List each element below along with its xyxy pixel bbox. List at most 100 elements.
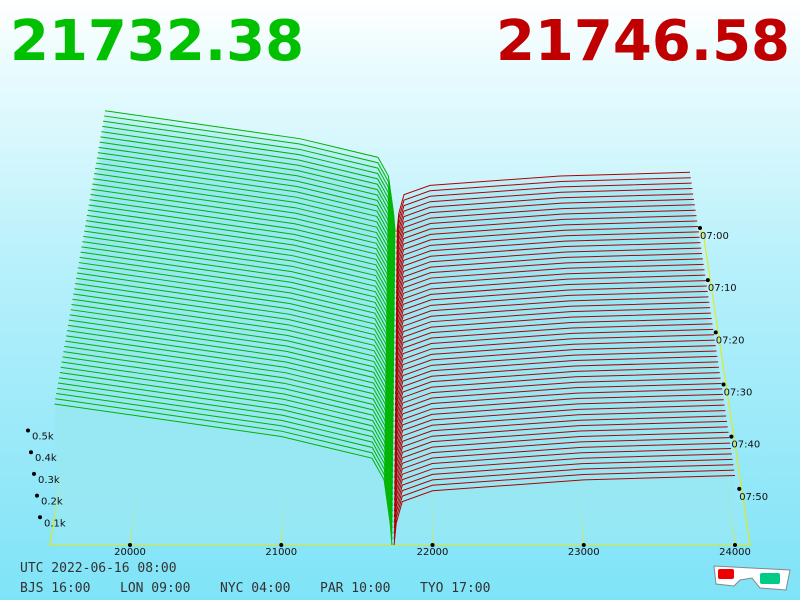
depth-tick-label: 0.2k — [41, 497, 63, 508]
depth-fill — [92, 184, 395, 311]
depth-line — [94, 167, 396, 294]
depth-line — [57, 387, 393, 529]
depth-line — [61, 361, 393, 501]
depth-fill — [396, 242, 701, 305]
depth-line — [396, 171, 691, 233]
depth-line — [396, 193, 694, 255]
depth-fill — [394, 475, 735, 545]
depth-line — [93, 178, 395, 305]
time-dot — [721, 382, 726, 387]
depth-line — [75, 283, 394, 417]
depth-fill — [100, 136, 395, 260]
depth-fill — [60, 367, 393, 506]
depth-fill — [396, 231, 699, 294]
depth-fill — [57, 383, 393, 523]
depth-line — [393, 453, 732, 523]
depth-line — [90, 193, 395, 322]
tick-dot — [581, 543, 586, 547]
depth-line — [77, 267, 394, 400]
depth-line — [393, 447, 731, 518]
depth-fill — [72, 299, 394, 434]
plot: 20000 21000 22000 23000 24000 0.1k 0.2k 0.3k 0.4… — [26, 110, 768, 558]
depth-line — [98, 146, 396, 272]
depth-line — [394, 366, 719, 434]
depth-fill — [396, 248, 702, 311]
depth-fill — [56, 393, 393, 534]
depth-line — [99, 141, 396, 266]
depth-line — [82, 241, 395, 372]
depth-line — [395, 274, 706, 339]
depth-line — [394, 339, 715, 406]
depth-fill — [103, 121, 396, 244]
depth-line — [101, 131, 396, 255]
time-dot — [729, 434, 734, 439]
grid-line — [559, 231, 585, 546]
depth-line — [396, 188, 693, 249]
depth-tick-dot — [35, 493, 39, 498]
depth-fill — [98, 147, 395, 272]
depth-fill — [99, 142, 395, 266]
depth-line — [395, 231, 699, 294]
depth-line — [86, 214, 395, 344]
time-label: 07:40 — [731, 440, 760, 451]
depth-fill — [88, 204, 395, 333]
depth-line — [103, 120, 396, 244]
depth-line — [102, 125, 396, 249]
x-tick-label: 23000 — [568, 547, 600, 558]
depth-fill — [69, 314, 393, 450]
depth-line — [58, 377, 393, 518]
depth-line — [394, 399, 724, 467]
tick-dot — [430, 543, 435, 547]
depth-line — [394, 426, 728, 495]
depth-fill — [396, 237, 700, 300]
depth-line — [64, 345, 394, 484]
depth-line — [394, 372, 720, 439]
depth-fill — [58, 377, 393, 518]
depth-fill — [64, 346, 393, 484]
depth-line — [79, 256, 395, 389]
depth-line — [92, 183, 395, 311]
depth-line — [74, 288, 394, 423]
depth-fill — [90, 194, 395, 322]
depth-line — [394, 410, 726, 478]
depth-tick-dot — [32, 471, 36, 476]
depth-fill — [102, 126, 395, 249]
depth-line — [395, 301, 710, 367]
depth-fill — [62, 356, 393, 495]
x-tick-label: 21000 — [265, 547, 297, 558]
depth-fill — [59, 372, 393, 512]
depth-fill — [55, 398, 393, 540]
depth-line — [100, 136, 396, 260]
depth-line — [62, 356, 393, 495]
x-tick-label: 20000 — [114, 547, 146, 558]
depth-line — [83, 235, 395, 367]
time-dot — [737, 486, 742, 491]
depth-line — [395, 269, 705, 333]
depth-line — [393, 437, 730, 506]
depth-line — [394, 393, 723, 462]
depth-line — [394, 350, 717, 417]
depth-line — [66, 330, 394, 467]
depth-fill — [54, 403, 392, 545]
depth-line — [89, 199, 395, 328]
depth-line — [395, 258, 703, 322]
depth-line — [95, 162, 396, 288]
x-tick-label: 22000 — [417, 547, 449, 558]
depth-line — [59, 372, 393, 512]
depth-line — [394, 377, 721, 445]
x-tick-label: 24000 — [719, 547, 751, 558]
depth-line — [394, 361, 719, 428]
depth-line — [393, 464, 734, 534]
depth-line — [395, 253, 703, 316]
depth-fill — [91, 189, 395, 316]
depth-tick-label: 0.1k — [44, 518, 66, 529]
zone-time: NYC 04:00 — [220, 581, 290, 596]
depth-line — [396, 182, 692, 244]
depth-line — [395, 247, 702, 311]
depth-line — [396, 220, 698, 283]
depth-line — [94, 173, 395, 300]
depth-line — [84, 230, 395, 361]
tick-dot — [279, 543, 284, 547]
grid-line — [129, 231, 171, 546]
time-label: 07:30 — [724, 388, 753, 399]
